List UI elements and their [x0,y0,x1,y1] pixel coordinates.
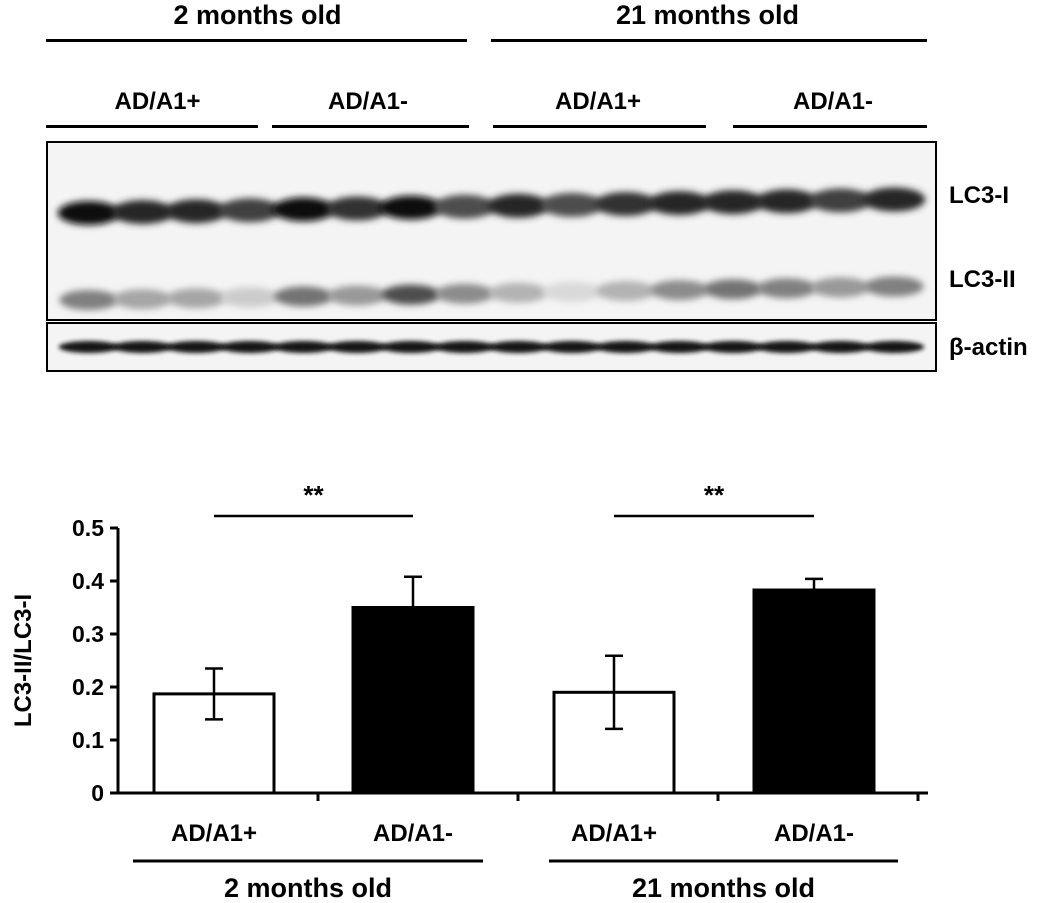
lc3-ii-band [220,287,280,308]
lc3-ii-band [488,282,548,303]
beta-actin-band [273,341,334,353]
lc3-i-label: LC3-I [949,182,1009,209]
lc3-ii-band [542,281,602,302]
blot-group-rule [733,125,927,128]
blot-group-rule [493,125,706,128]
lc3-i-band [540,192,604,217]
lc3-i-band [433,194,496,219]
x-category-label: AD/A1- [373,820,453,847]
lc3-i-band [487,193,550,218]
bar-chart: 0 0.1 0.2 0.3 0.4 0.5 LC3-II/LC3-I ** ** AD/A1+… [10,480,928,903]
y-tick-label: 0.3 [72,621,104,647]
beta-actin-band [541,341,603,353]
y-tick-label: 0.5 [72,515,104,541]
lc3-ii-band [113,289,173,310]
lc3-i-band [809,188,872,213]
lc3-ii-band [381,284,441,305]
lc3-ii-band [166,288,226,309]
x-group-label: 21 months old [632,873,815,903]
blot-age-rule-21mo [491,39,927,42]
lc3-bands [57,187,926,310]
lc3-ii-label: LC3-II [949,266,1016,293]
beta-actin-band [166,341,227,353]
lc3-i-band [701,190,765,215]
beta-actin-band [756,341,817,353]
beta-actin-band [219,341,280,353]
significance-stars: ** [704,480,725,510]
beta-actin-blot-image [46,322,937,372]
lc3-ii-band [757,278,817,299]
blot-age-header-2mo: 2 months old [173,0,342,30]
y-tick-label: 0.2 [72,674,104,700]
blot-group-header: AD/A1+ [114,88,201,115]
lc3-i-band [648,191,711,216]
blot-age-rule-2mo [46,39,467,42]
lc3-blot-image [46,141,937,321]
beta-actin-band [488,341,549,353]
lc3-i-band [326,196,389,221]
beta-actin-label: β-actin [949,334,1028,361]
x-category-label: AD/A1- [774,820,854,847]
blot-group-rule [272,125,469,128]
lc3-i-band [755,189,818,214]
beta-actin-band [58,341,119,353]
chart-category-labels: AD/A1+ AD/A1- AD/A1+ AD/A1- 2 months old 21 m… [133,820,898,903]
beta-actin-band [649,341,710,353]
blot-group-rule [46,125,258,128]
lc3-i-band [594,192,657,216]
y-tick-label: 0 [91,780,104,806]
y-tick-label: 0.4 [72,568,104,594]
lc3-i-band [218,198,282,223]
blot-group-header: AD/A1- [792,88,873,115]
lc3-ii-band [59,290,119,310]
blot-age-header-21mo: 21 months old [615,0,799,30]
lc3-ii-band [327,285,387,306]
lc3-ii-band [864,276,924,297]
y-tick-label: 0.1 [72,727,104,753]
significance-stars: ** [303,480,324,510]
x-group-label: 2 months old [224,873,392,903]
x-category-label: AD/A1+ [571,820,657,847]
lc3-ii-band [810,277,870,298]
beta-actin-band [595,341,656,353]
bar [351,606,475,795]
bar [752,588,876,795]
lc3-ii-band [274,286,334,307]
chart-significance: ** ** [214,480,814,518]
x-category-label: AD/A1+ [171,820,257,847]
lc3-i-band [272,197,335,222]
lc3-i-band [165,199,228,224]
lc3-i-band [379,195,443,220]
beta-actin-band [434,341,495,353]
beta-actin-bands [58,341,925,353]
chart-bars [152,588,876,795]
beta-actin-band [810,341,871,353]
blot-group-header: AD/A1- [327,88,408,115]
chart-error-bars [205,575,823,731]
lc3-ii-band [596,281,656,301]
lc3-i-band [863,187,926,212]
lc3-ii-band [435,283,495,304]
beta-actin-band [380,341,442,353]
beta-actin-band [327,341,388,353]
y-axis-label: LC3-II/LC3-I [10,594,37,727]
beta-actin-band [864,341,925,353]
beta-actin-band [112,341,173,353]
lc3-ii-band [649,280,709,301]
lc3-ii-band [703,279,763,300]
beta-actin-band [703,341,764,353]
lc3-i-band [111,200,174,225]
blot-group-header: AD/A1+ [554,88,642,115]
lc3-i-band [57,201,120,225]
